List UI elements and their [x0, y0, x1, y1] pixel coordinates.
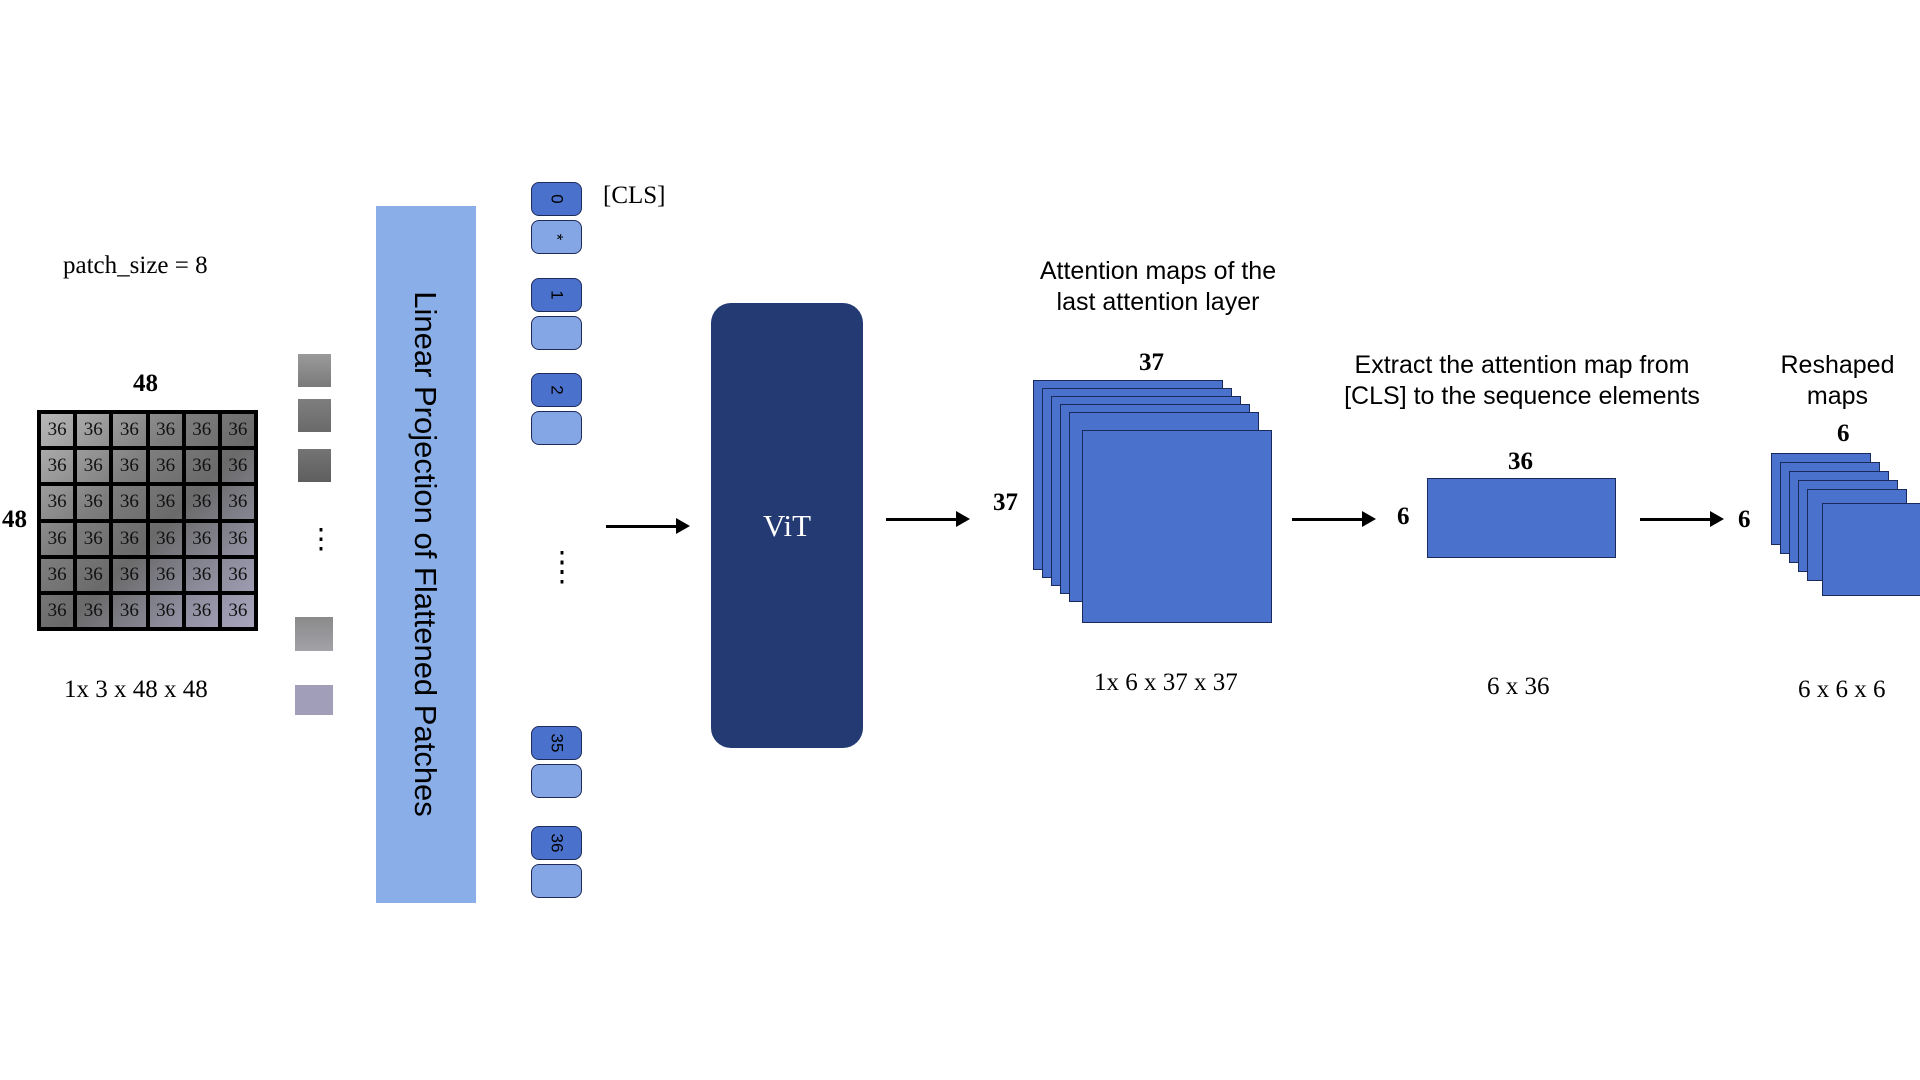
token-35-embedding: [531, 764, 582, 798]
patch-cell: 36: [39, 592, 76, 629]
arrow-to-vit: [606, 518, 690, 534]
patch-cell: 36: [219, 448, 256, 485]
cls-label: [CLS]: [603, 182, 666, 209]
patch-cell: 36: [219, 556, 256, 593]
image-width-label: 48: [133, 370, 158, 397]
token-index: 35: [547, 733, 567, 753]
arrow-to-attention: [886, 511, 970, 527]
patch-thumbnail: [298, 399, 331, 432]
token-2-embedding: [531, 411, 582, 445]
token-index: 0: [547, 194, 567, 204]
patch-cell: 36: [183, 412, 220, 449]
patch-thumbnail: [298, 449, 331, 482]
patch-cell: 36: [147, 484, 184, 521]
patches-ellipsis: ⋮: [307, 524, 335, 555]
vit-block: ViT: [711, 303, 863, 748]
patch-cell: 36: [147, 556, 184, 593]
vit-label: ViT: [762, 507, 812, 543]
token-marker: *: [547, 233, 567, 241]
patch-thumbnail: [295, 617, 333, 651]
extract-title-line2: [CLS] to the sequence elements: [1344, 382, 1700, 410]
patch-cell: 36: [147, 412, 184, 449]
token-1: 1: [531, 278, 582, 312]
reshaped-map-front: [1822, 503, 1920, 596]
patch-cell: 36: [75, 520, 112, 557]
token-36: 36: [531, 826, 582, 860]
patch-cell: 36: [111, 448, 148, 485]
reshaped-title: Reshaped maps: [1760, 350, 1915, 412]
patch-cell: 36: [219, 520, 256, 557]
tokens-ellipsis: ⋮ ⋮: [548, 549, 576, 588]
reshaped-title-line1: Reshaped: [1780, 351, 1895, 379]
patch-cell: 36: [39, 484, 76, 521]
extract-shape-label: 6 x 36: [1487, 673, 1550, 700]
patch-cell: 36: [75, 592, 112, 629]
patch-cell: 36: [147, 448, 184, 485]
patch-cell: 36: [111, 484, 148, 521]
token-0: 0: [531, 182, 582, 216]
patch-cell: 36: [183, 520, 220, 557]
patch-cell: 36: [39, 520, 76, 557]
input-shape-label: 1x 3 x 48 x 48: [64, 676, 208, 703]
patch-thumbnail: [298, 354, 331, 387]
patch-cell: 36: [39, 412, 76, 449]
extract-width-label: 36: [1508, 448, 1533, 475]
reshaped-shape-label: 6 x 6 x 6: [1798, 676, 1886, 703]
patch-cell: 36: [183, 448, 220, 485]
patch-cell: 36: [75, 484, 112, 521]
patch-cell: 36: [75, 412, 112, 449]
extract-height-label: 6: [1397, 503, 1410, 530]
patch-cell: 36: [219, 412, 256, 449]
token-0-embedding: *: [531, 220, 582, 254]
patch-cell: 36: [183, 592, 220, 629]
reshaped-title-line2: maps: [1806, 382, 1869, 410]
token-35: 35: [531, 726, 582, 760]
patch-cell: 36: [39, 448, 76, 485]
attention-height-label: 37: [993, 489, 1018, 516]
attention-shape-label: 1x 6 x 37 x 37: [1094, 669, 1238, 696]
attention-title: Attention maps of the last attention lay…: [1038, 256, 1278, 318]
patch-cell: 36: [219, 592, 256, 629]
arrow-to-reshaped: [1640, 511, 1724, 527]
token-index: 36: [547, 833, 567, 853]
token-index: 1: [547, 290, 567, 300]
attention-width-label: 37: [1139, 349, 1164, 376]
patch-cell: 36: [111, 412, 148, 449]
patch-size-label: patch_size = 8: [63, 252, 208, 279]
token-36-embedding: [531, 864, 582, 898]
patch-cell: 36: [111, 592, 148, 629]
patch-cell: 36: [111, 520, 148, 557]
attention-title-line2: last attention layer: [1056, 288, 1260, 316]
patch-cell: 36: [219, 484, 256, 521]
patch-cell: 36: [39, 556, 76, 593]
patch-cell: 36: [147, 520, 184, 557]
patch-cell: 36: [75, 556, 112, 593]
linear-projection-label: Linear Projection of Flattened Patches: [408, 291, 443, 817]
patch-cell: 36: [75, 448, 112, 485]
token-2: 2: [531, 373, 582, 407]
arrow-to-extract: [1292, 511, 1376, 527]
input-image-grid: 36 36 36 36 36 36 36 36 36 36 36 36 36 36 36 36 36 36 36 36…: [37, 410, 258, 631]
linear-projection-block: [376, 206, 476, 903]
patch-cell: 36: [183, 484, 220, 521]
patch-cell: 36: [183, 556, 220, 593]
tokens-ellipsis-bottom: ⋮: [548, 557, 576, 588]
attention-title-line1: Attention maps of the: [1039, 257, 1277, 285]
attention-map-front: [1082, 430, 1272, 623]
reshaped-width-label: 6: [1837, 420, 1850, 447]
reshaped-height-label: 6: [1738, 506, 1751, 533]
image-height-label: 48: [2, 506, 27, 533]
extract-title-line1: Extract the attention map from: [1354, 351, 1690, 379]
token-index: 2: [547, 385, 567, 395]
patch-thumbnail: [295, 685, 333, 715]
token-1-embedding: [531, 316, 582, 350]
extract-title: Extract the attention map from [CLS] to …: [1330, 350, 1714, 412]
patch-cell: 36: [147, 592, 184, 629]
cls-attention-map: [1427, 478, 1616, 558]
patch-cell: 36: [111, 556, 148, 593]
